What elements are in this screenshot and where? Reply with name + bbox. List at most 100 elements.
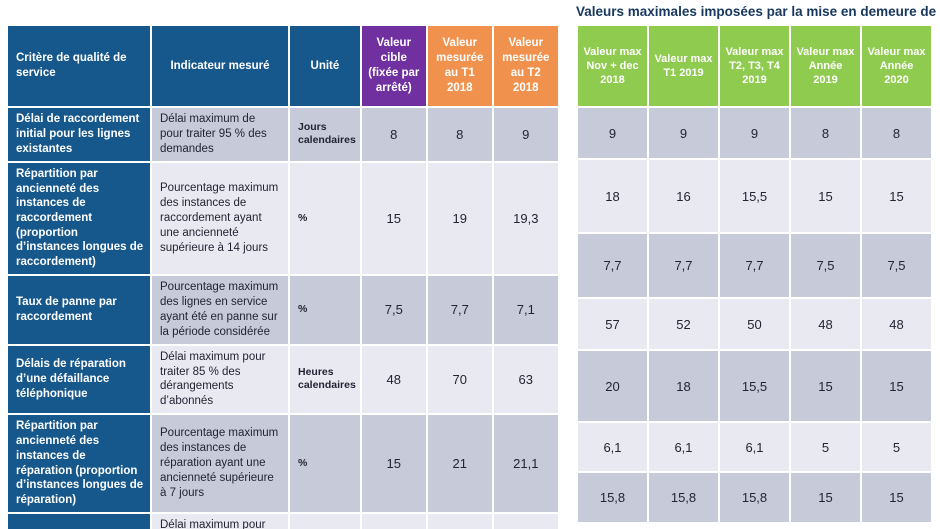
t1-value-cell: 19 [427, 162, 492, 274]
target-value-cell: 8 [361, 108, 426, 161]
max-value-cell: 18 [578, 160, 647, 232]
right-header-row: Valeur max Nov + dec 2018 Valeur max T1 … [578, 26, 931, 106]
table-row: Répartition par ancienneté des instances… [8, 162, 558, 274]
left-header-row: Critère de qualité de service Indicateur… [8, 26, 558, 106]
indicator-cell: Délai maximum pour que 80 % des réclamat… [152, 513, 288, 529]
max-value-cell: 15 [862, 473, 931, 522]
max-value-cell: 48 [791, 299, 860, 349]
max-value-cell: 5 [791, 423, 860, 471]
t2-value-cell: 9 [493, 108, 558, 161]
max-value-cell: 7,5 [862, 234, 931, 297]
indicator-cell: Pourcentage maximum des instances de rép… [152, 415, 288, 512]
header-measured-t1: Valeur mesurée au T1 2018 [427, 26, 492, 106]
unit-cell: % [290, 162, 360, 274]
criteria-cell: Taux de panne par raccordement [8, 275, 150, 344]
t1-value-cell: 7,7 [427, 275, 492, 344]
t2-value-cell: 7,1 [493, 275, 558, 344]
table-row: Délais de réponse aux réclamations des u… [8, 513, 558, 529]
header-max-annee-2020: Valeur max Année 2020 [862, 26, 931, 106]
t1-value-cell: 21 [427, 415, 492, 512]
t2-value-cell: 21,1 [493, 415, 558, 512]
target-value-cell: 15 [361, 162, 426, 274]
max-value-cell: 15 [862, 351, 931, 421]
max-value-cell: 6,1 [720, 423, 789, 471]
arcep-section-title: Valeurs maximales imposées par la mise e… [576, 4, 940, 19]
max-value-cell: 15 [791, 473, 860, 522]
max-value-cell: 8 [862, 108, 931, 158]
unit-cell: Jours calendaires [290, 513, 360, 529]
table-row: 20 18 15,5 15 15 [578, 351, 931, 421]
header-measured-t2: Valeur mesurée au T2 2018 [493, 26, 558, 106]
t1-value-cell: 4,5 [427, 513, 492, 529]
max-value-cell: 20 [578, 351, 647, 421]
header-target-value: Valeur cible (fixée par arrêté) [361, 26, 426, 106]
t2-value-cell: 63 [493, 345, 558, 414]
unit-cell: % [290, 275, 360, 344]
arcep-max-table: Valeur max Nov + dec 2018 Valeur max T1 … [576, 24, 933, 524]
max-value-cell: 5 [862, 423, 931, 471]
max-value-cell: 9 [720, 108, 789, 158]
header-max-t2t3t4-2019: Valeur max T2, T3, T4 2019 [720, 26, 789, 106]
criteria-cell: Délai de raccordement initial pour les l… [8, 108, 150, 161]
max-value-cell: 48 [862, 299, 931, 349]
header-max-annee-2019: Valeur max Année 2019 [791, 26, 860, 106]
target-value-cell: 5 [361, 513, 426, 529]
table-row: 18 16 15,5 15 15 [578, 160, 931, 232]
max-value-cell: 50 [720, 299, 789, 349]
table-row: 6,1 6,1 6,1 5 5 [578, 423, 931, 471]
max-value-cell: 7,5 [791, 234, 860, 297]
qos-table-left: Critère de qualité de service Indicateur… [6, 24, 560, 529]
max-value-cell: 16 [649, 160, 718, 232]
max-value-cell: 15 [862, 160, 931, 232]
max-value-cell: 52 [649, 299, 718, 349]
table-row: Taux de panne par raccordement Pourcenta… [8, 275, 558, 344]
header-indicator: Indicateur mesuré [152, 26, 288, 106]
max-value-cell: 57 [578, 299, 647, 349]
max-value-cell: 6,1 [649, 423, 718, 471]
max-value-cell: 15 [791, 160, 860, 232]
table-row: 15,8 15,8 15,8 15 15 [578, 473, 931, 522]
max-value-cell: 7,7 [649, 234, 718, 297]
max-value-cell: 7,7 [720, 234, 789, 297]
max-value-cell: 18 [649, 351, 718, 421]
unit-cell: % [290, 415, 360, 512]
table-row: Délais de réparation d’une défaillance t… [8, 345, 558, 414]
target-value-cell: 48 [361, 345, 426, 414]
max-value-cell: 7,7 [578, 234, 647, 297]
indicator-cell: Pourcentage maximum des instances de rac… [152, 162, 288, 274]
table-row: 9 9 9 8 8 [578, 108, 931, 158]
indicator-cell: Délai maximum pour traiter 85 % des déra… [152, 345, 288, 414]
max-value-cell: 6,1 [578, 423, 647, 471]
unit-cell: Jours calendaires [290, 108, 360, 161]
max-value-cell: 9 [578, 108, 647, 158]
indicator-cell: Délai maximum de pour traiter 95 % des d… [152, 108, 288, 161]
max-value-cell: 15,8 [578, 473, 647, 522]
table-row: Délai de raccordement initial pour les l… [8, 108, 558, 161]
t1-value-cell: 8 [427, 108, 492, 161]
criteria-cell: Délais de réparation d’une défaillance t… [8, 345, 150, 414]
unit-cell: Heures calendaires [290, 345, 360, 414]
t1-value-cell: 70 [427, 345, 492, 414]
max-value-cell: 15,5 [720, 160, 789, 232]
table-row: Répartition par ancienneté des instances… [8, 415, 558, 512]
t2-value-cell: 6,1 [493, 513, 558, 529]
header-unit: Unité [290, 26, 360, 106]
header-criteria: Critère de qualité de service [8, 26, 150, 106]
max-value-cell: 15 [791, 351, 860, 421]
criteria-cell: Répartition par ancienneté des instances… [8, 162, 150, 274]
max-value-cell: 15,8 [720, 473, 789, 522]
header-max-t1-2019: Valeur max T1 2019 [649, 26, 718, 106]
table-row: 57 52 50 48 48 [578, 299, 931, 349]
header-max-novdec-2018: Valeur max Nov + dec 2018 [578, 26, 647, 106]
target-value-cell: 15 [361, 415, 426, 512]
target-value-cell: 7,5 [361, 275, 426, 344]
max-value-cell: 15,8 [649, 473, 718, 522]
indicator-cell: Pourcentage maximum des lignes en servic… [152, 275, 288, 344]
t2-value-cell: 19,3 [493, 162, 558, 274]
max-value-cell: 15,5 [720, 351, 789, 421]
criteria-cell: Délais de réponse aux réclamations des u… [8, 513, 150, 529]
criteria-cell: Répartition par ancienneté des instances… [8, 415, 150, 512]
max-value-cell: 9 [649, 108, 718, 158]
table-row: 7,7 7,7 7,7 7,5 7,5 [578, 234, 931, 297]
